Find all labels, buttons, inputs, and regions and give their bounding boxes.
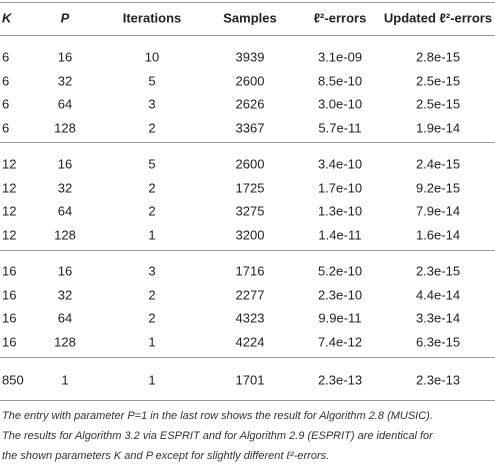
table-cell: 128 [54, 120, 76, 135]
table-cell: 16 [2, 310, 17, 326]
table-cell: 7.9e-14 [415, 203, 461, 219]
table-cell: 3367 [235, 120, 265, 135]
table-cell: 12 [2, 156, 17, 172]
table-cell: 5.7e-11 [318, 120, 362, 135]
header-cell: Samples [223, 10, 277, 26]
table-cell: 3 [148, 263, 156, 279]
table-cell: 6.3e-15 [415, 334, 461, 349]
rule [0, 142, 495, 143]
table-cell: 1701 [235, 372, 265, 388]
header-cell: Iterations [122, 10, 182, 26]
table-cell: 9.2e-15 [415, 180, 461, 195]
table-cell: 16 [2, 263, 17, 279]
table-cell: 2 [148, 310, 156, 326]
table-cell: 1 [148, 372, 156, 388]
table-cell: 2277 [235, 287, 265, 302]
table-cell: 2 [148, 287, 156, 302]
table-cell: 9.9e-11 [318, 310, 362, 326]
table-cell: 64 [57, 310, 73, 326]
table-cell: 3.4e-10 [317, 156, 363, 172]
table-cell: 1.6e-14 [415, 227, 461, 242]
table-cell: 16 [2, 334, 17, 349]
table-cell: 850 [2, 372, 24, 388]
table-cell: 6 [2, 96, 10, 112]
table-cell: 1.3e-10 [317, 203, 363, 219]
table-cell: 6 [2, 73, 10, 88]
table-cell: 32 [57, 287, 73, 302]
table-cell: 3.3e-14 [415, 310, 461, 326]
footnote-line: The entry with parameter P=1 in the last… [2, 410, 433, 422]
table-cell: 6 [2, 49, 10, 65]
table-cell: 12 [2, 180, 17, 195]
table-cell: 4224 [235, 334, 265, 349]
table-cell: 6 [2, 120, 10, 135]
table-cell: 1725 [235, 180, 265, 195]
table-cell: 2.3e-13 [415, 372, 461, 388]
table-cell: 64 [57, 203, 73, 219]
table-cell: 64 [57, 96, 73, 112]
table-cell: 2.3e-10 [317, 287, 363, 302]
header-cell: P [60, 10, 70, 26]
table-cell: 5 [148, 73, 156, 88]
table-cell: 128 [54, 227, 76, 242]
table-cell: 12 [2, 203, 17, 219]
table-cell: 3200 [235, 227, 265, 242]
table-cell: 3 [148, 96, 156, 112]
table-cell: 32 [57, 73, 73, 88]
table-cell: 3939 [235, 49, 265, 65]
table-cell: 16 [57, 156, 73, 172]
table-cell: 16 [57, 49, 73, 65]
table-cell: 1 [148, 334, 156, 349]
table-cell: 2 [148, 180, 156, 195]
table-cell: 5 [148, 156, 156, 172]
table-cell: 2600 [235, 156, 265, 172]
table-cell: 1 [148, 227, 156, 242]
table-cell: 1.4e-11 [318, 227, 362, 242]
rule [0, 2, 495, 3]
rule [0, 35, 495, 36]
table-cell: 3.0e-10 [317, 96, 363, 112]
rule [0, 400, 495, 401]
table-cell: 1.9e-14 [415, 120, 461, 135]
table-cell: 1716 [235, 263, 265, 279]
table-cell: 3.1e-09 [317, 49, 363, 65]
table-cell: 2600 [235, 73, 265, 88]
table-cell: 4.4e-14 [415, 287, 461, 302]
table-cell: 1 [61, 372, 69, 388]
table-cell: 7.4e-12 [317, 334, 363, 349]
table-cell: 2.5e-15 [415, 96, 461, 112]
rule [0, 357, 495, 358]
header-cell: Updated ℓ²-errors [383, 10, 493, 26]
table-cell: 4323 [235, 310, 265, 326]
table-cell: 2.3e-15 [415, 263, 461, 279]
table-cell: 8.5e-10 [317, 73, 363, 88]
table-cell: 32 [57, 180, 73, 195]
table-cell: 2626 [235, 96, 265, 112]
table-cell: 2.3e-13 [317, 372, 363, 388]
table-cell: 2.5e-15 [415, 73, 461, 88]
footnote-line: The results for Algorithm 3.2 via ESPRIT… [2, 430, 433, 442]
table-cell: 16 [2, 287, 17, 302]
header-cell: K [2, 10, 12, 26]
table-cell: 128 [54, 334, 76, 349]
rule [0, 250, 495, 251]
footnote-line: the shown parameters K and P except for … [2, 450, 330, 462]
table-cell: 2 [148, 120, 156, 135]
table-cell: 1.7e-10 [317, 180, 363, 195]
table-cell: 10 [144, 49, 160, 65]
table-cell: 5.2e-10 [317, 263, 363, 279]
header-cell: ℓ²-errors [313, 10, 367, 26]
table-cell: 2.8e-15 [415, 49, 461, 65]
table-cell: 2 [148, 203, 156, 219]
table-cell: 3275 [235, 203, 265, 219]
table-cell: 2.4e-15 [415, 156, 461, 172]
table-cell: 12 [2, 227, 17, 242]
table-cell: 16 [57, 263, 73, 279]
